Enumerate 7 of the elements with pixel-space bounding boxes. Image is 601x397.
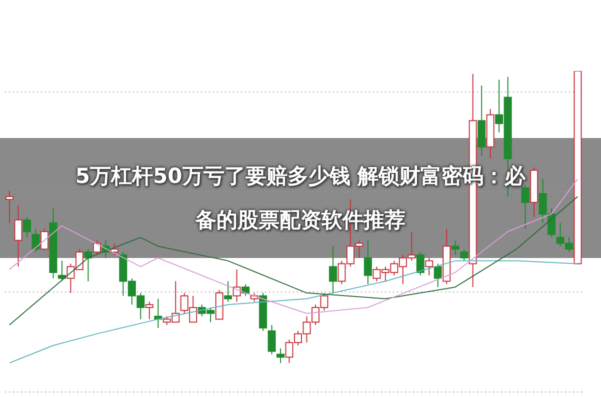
candlestick [14, 204, 22, 268]
candlestick [486, 108, 494, 160]
candlestick [6, 190, 14, 224]
candlestick [364, 240, 372, 285]
candlestick [49, 208, 58, 279]
candlestick [328, 246, 337, 294]
candlestick [478, 85, 486, 156]
